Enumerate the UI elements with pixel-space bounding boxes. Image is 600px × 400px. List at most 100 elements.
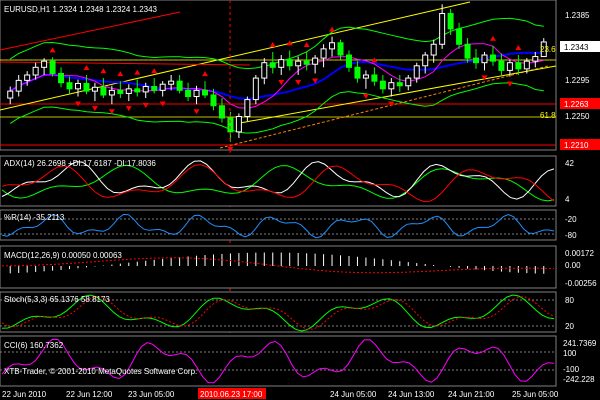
candle-body[interactable] <box>439 13 446 45</box>
fractal-up-marker <box>202 71 209 77</box>
candle-body[interactable] <box>74 82 81 90</box>
time-axis: 22 Jun 2010 22 Jun 12:00 23 Jun 05:00 20… <box>2 388 559 399</box>
candle-body[interactable] <box>312 57 319 65</box>
candle-body[interactable] <box>456 28 463 45</box>
candle-body[interactable] <box>252 77 259 101</box>
candle-body[interactable] <box>83 82 90 92</box>
candle-body[interactable] <box>362 74 369 79</box>
candle-body[interactable] <box>278 59 285 68</box>
copyright-text: XTB-Trader, © 2001-2010 MetaQuotes Softw… <box>4 367 197 376</box>
cci-scale-minus-100: -100 <box>563 365 580 374</box>
candle-body[interactable] <box>176 80 183 91</box>
candle-body[interactable] <box>7 90 14 99</box>
candle-body[interactable] <box>41 60 48 68</box>
candle-body[interactable] <box>354 66 361 79</box>
candle-body[interactable] <box>447 13 454 30</box>
candle-body[interactable] <box>540 41 547 58</box>
wpr-scale-top: -20 <box>565 215 577 224</box>
orange-dotted-trendline[interactable] <box>219 65 549 149</box>
stoch-label: Stoch(5,3,3) 65.1376 58.8173 <box>4 295 110 304</box>
candle-body[interactable] <box>210 94 217 107</box>
candle-body[interactable] <box>515 62 522 70</box>
candle-body[interactable] <box>523 60 530 70</box>
fractal-up-marker <box>269 41 276 47</box>
candle-body[interactable] <box>269 62 276 68</box>
cci-label: CCI(6) 160.7362 <box>4 341 64 350</box>
candle-body[interactable] <box>303 60 310 65</box>
candle-body[interactable] <box>396 82 403 87</box>
macd-scale-top: 0.00172 <box>565 249 594 258</box>
fractal-down-marker <box>142 103 149 109</box>
bollinger-lower-band <box>9 82 544 134</box>
cci-pane[interactable]: CCI(6) 160.7362 XTB-Trader, © 2001-2010 … <box>0 335 597 387</box>
macd-pane[interactable]: MACD(12,26,9) 0.00050 0.00063 0.00172 0.… <box>0 245 597 289</box>
candle-body[interactable] <box>117 89 124 94</box>
candle-body[interactable] <box>32 66 39 76</box>
candle-body[interactable] <box>100 86 107 96</box>
candle-body[interactable] <box>295 60 302 67</box>
red-channel-upper[interactable] <box>0 11 181 51</box>
adx-label: ADX(14) 26.2698 +DI:17.6187 -DI:17.8036 <box>4 159 156 168</box>
candle-body[interactable] <box>413 65 420 79</box>
candle-body[interactable] <box>58 72 65 84</box>
candle-body[interactable] <box>329 42 336 50</box>
adx-pane[interactable]: ADX(14) 26.2698 +DI:17.6187 -DI:17.8036 … <box>0 155 574 207</box>
candle-body[interactable] <box>227 117 234 133</box>
candle-body[interactable] <box>371 74 378 82</box>
candle-body[interactable] <box>430 43 437 56</box>
candle-body[interactable] <box>108 89 115 96</box>
candle-body[interactable] <box>489 54 496 62</box>
candle-body[interactable] <box>379 80 386 90</box>
candle-body[interactable] <box>481 54 488 64</box>
candle-body[interactable] <box>24 74 31 81</box>
candle-body[interactable] <box>337 42 344 56</box>
minus-di-line <box>1 164 555 203</box>
time-label-3: 23 Jun 05:00 <box>128 390 175 399</box>
adx-scale-bottom: 4 <box>565 195 570 204</box>
candle-body[interactable] <box>506 62 513 71</box>
stochastic-pane[interactable]: Stoch(5,3,3) 65.1376 58.8173 80 20 <box>0 291 574 333</box>
fractal-markers <box>49 26 522 152</box>
candle-body[interactable] <box>91 86 98 92</box>
candle-body[interactable] <box>422 54 429 67</box>
candle-body[interactable] <box>464 43 471 59</box>
stoch-main-line <box>1 294 555 332</box>
candle-body[interactable] <box>142 86 149 93</box>
candle-body[interactable] <box>66 82 73 90</box>
candle-body[interactable] <box>235 115 242 133</box>
candle-body[interactable] <box>15 79 22 92</box>
candle-body[interactable] <box>159 83 166 91</box>
candle-body[interactable] <box>498 60 505 71</box>
fractal-down-marker <box>312 78 319 84</box>
candle-body[interactable] <box>473 57 480 64</box>
wpr-label: %R(14) -35.2113 <box>4 213 65 222</box>
adx-scale-top: 42 <box>565 159 574 168</box>
candle-body[interactable] <box>405 77 412 87</box>
candle-body[interactable] <box>244 99 251 117</box>
candle-body[interactable] <box>134 88 141 93</box>
candle-body[interactable] <box>286 59 293 67</box>
candle-body[interactable] <box>185 89 192 98</box>
candle-body[interactable] <box>193 89 200 98</box>
yellow-trendline-lower[interactable] <box>239 65 557 124</box>
fractal-down-marker <box>91 106 98 112</box>
moving-average-blue <box>9 51 544 100</box>
candle-body[interactable] <box>125 88 132 94</box>
candle-body[interactable] <box>345 54 352 68</box>
candle-body[interactable] <box>168 80 175 85</box>
main-price-pane[interactable]: EURUSD,H1 1.2324 1.2348 1.2324 1.2343 23… <box>0 0 557 386</box>
candle-body[interactable] <box>218 105 225 119</box>
candle-body[interactable] <box>151 86 158 91</box>
fractal-down-marker <box>278 80 285 85</box>
candle-body[interactable] <box>49 60 56 74</box>
candle-body[interactable] <box>388 82 395 90</box>
candle-body[interactable] <box>202 89 209 96</box>
adx-pane-frame <box>0 155 557 207</box>
candle-body[interactable] <box>320 48 327 59</box>
candle-body[interactable] <box>261 62 268 79</box>
candlesticks[interactable] <box>7 4 547 142</box>
candle-body[interactable] <box>532 56 539 62</box>
fractal-down-marker <box>125 106 132 112</box>
williams-r-pane[interactable]: %R(14) -35.2113 -20 -80 <box>0 209 577 241</box>
